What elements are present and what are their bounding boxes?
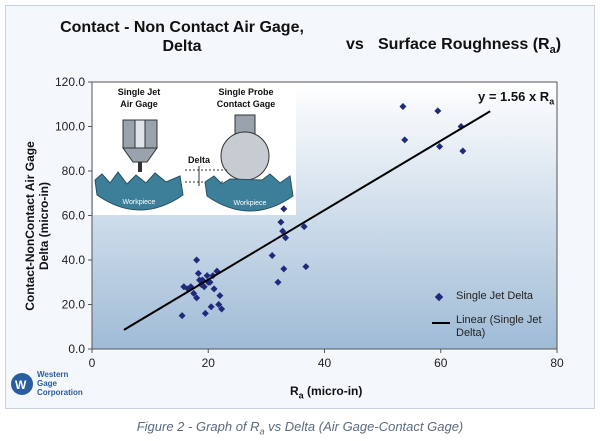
data-point <box>279 227 287 235</box>
title-right-text: Surface Roughness (R <box>378 36 550 53</box>
inset-left-label-1: Single Jet <box>118 87 161 97</box>
title-left-line2: Delta <box>162 38 202 55</box>
x-tick-label: 60 <box>434 356 448 370</box>
title-right-close: ) <box>555 36 562 53</box>
x-axis-label-rest: (micro-in) <box>303 384 363 398</box>
y-tick-label: 80.0 <box>62 164 86 178</box>
data-point <box>274 278 282 286</box>
chart-title: Contact - Non Contact Air Gage, Delta vs… <box>0 18 590 68</box>
data-point <box>302 263 310 271</box>
inset-right-label-2: Contact Gage <box>217 99 276 109</box>
x-axis-label-main: R <box>290 384 299 398</box>
data-point <box>282 234 290 242</box>
legend-label-trend: Linear (Single Jet Delta) <box>456 314 576 340</box>
svg-text:W: W <box>15 378 27 392</box>
data-point <box>194 269 202 277</box>
logo-line2: Gage <box>37 379 58 388</box>
line-marker-icon <box>432 322 450 324</box>
legend-trend-line1: Linear (Single Jet <box>456 314 542 326</box>
data-point <box>216 292 224 300</box>
inset-delta-label: Delta <box>188 155 211 165</box>
workpiece-left-label: Workpiece <box>123 199 156 206</box>
x-tick-label: 0 <box>89 356 96 370</box>
workpiece-right-icon <box>204 173 294 212</box>
data-point <box>300 223 308 231</box>
data-point <box>280 205 288 213</box>
air-gage-bore <box>134 119 146 149</box>
y-axis-label-line1: Contact-NonContact Air Gage <box>23 141 37 311</box>
caption-prefix: Figure 2 - Graph of R <box>136 419 260 434</box>
data-point <box>190 289 198 297</box>
data-point <box>459 147 467 155</box>
y-tick-label: 60.0 <box>62 209 86 223</box>
x-axis-label: Ra (micro-in) <box>290 384 362 400</box>
contact-probe-ball-icon <box>220 131 270 181</box>
workpiece-left-icon <box>94 171 184 211</box>
gage-diagram-inset: Single Jet Air Gage Single Probe Contact Ga… <box>93 83 296 215</box>
data-point <box>193 294 201 302</box>
axis-ticks: 0.0 20.0 40.0 60.0 80.0 100.0 120.0 0 20 40 60 80 <box>55 75 564 370</box>
title-vs: vs <box>346 36 364 53</box>
trend-equation: y = 1.56 x Ra <box>478 89 554 107</box>
x-tick-label: 40 <box>318 356 332 370</box>
workpiece-right-label: Workpiece <box>234 200 267 207</box>
data-point <box>215 301 223 308</box>
caption-sub: a <box>259 426 265 437</box>
inset-right-label-1: Single Probe <box>218 87 273 97</box>
data-point <box>201 309 209 317</box>
y-tick-label: 100.0 <box>55 120 85 134</box>
data-point <box>268 252 276 260</box>
data-point <box>280 265 288 273</box>
y-axis-label-line2: Delta (micro-in) <box>37 182 51 271</box>
y-tick-label: 0.0 <box>68 342 85 356</box>
data-point <box>210 285 218 293</box>
trendline <box>123 110 491 331</box>
data-point <box>401 136 409 144</box>
data-point <box>193 256 201 264</box>
data-point <box>178 312 186 320</box>
data-point <box>207 303 215 311</box>
western-gage-logo: W Western Gage Corporation <box>10 369 90 399</box>
x-tick-label: 80 <box>550 356 564 370</box>
logo-line1: Western <box>37 370 69 379</box>
legend-label-points: Single Jet Delta <box>456 290 534 302</box>
y-tick-label: 120.0 <box>55 75 85 89</box>
equation-text: y = 1.56 x R <box>478 89 550 104</box>
x-tick-label: 20 <box>202 356 216 370</box>
y-axis-label: Contact-NonContact Air Gage Delta (micro… <box>23 137 51 315</box>
title-right: Surface Roughness (Ra) <box>378 36 561 56</box>
legend-trend-line2: Delta) <box>456 327 486 339</box>
data-points <box>178 102 467 320</box>
logo-line3: Corporation <box>37 388 83 397</box>
logo-mark-icon: W <box>11 373 33 395</box>
data-point <box>434 107 442 115</box>
y-tick-label: 40.0 <box>62 253 86 267</box>
air-gage-tip <box>122 147 158 163</box>
x-axis-label-sub: a <box>298 390 304 401</box>
data-point <box>277 218 285 226</box>
data-point <box>399 102 407 110</box>
title-right-sub: a <box>549 44 556 57</box>
title-left: Contact - Non Contact Air Gage, Delta <box>47 18 317 56</box>
caption-suffix: vs Delta (Air Gage-Contact Gage) <box>264 419 464 434</box>
data-point <box>203 272 211 280</box>
air-jet <box>138 162 142 172</box>
title-left-line1: Contact - Non Contact Air Gage, <box>60 19 304 36</box>
data-point <box>218 305 226 313</box>
data-point <box>436 143 444 151</box>
equation-sub: a <box>549 96 555 107</box>
y-tick-label: 20.0 <box>62 298 86 312</box>
data-point <box>200 283 208 291</box>
inset-left-label-2: Air Gage <box>120 99 158 109</box>
figure-caption: Figure 2 - Graph of Ra vs Delta (Air Gag… <box>0 419 600 437</box>
